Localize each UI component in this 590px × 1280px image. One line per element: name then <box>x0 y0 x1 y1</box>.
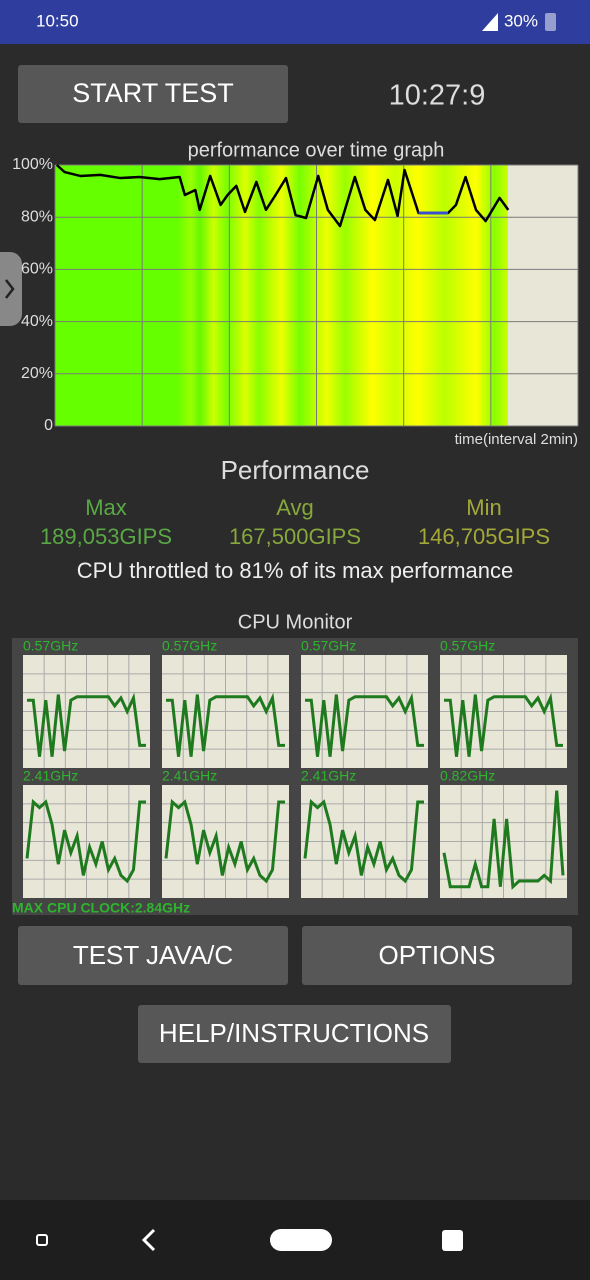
signal-icon <box>482 13 498 31</box>
cpu-monitor-title: CPU Monitor <box>238 611 353 633</box>
performance-fill <box>55 165 508 426</box>
y-tick-label: 40% <box>21 313 53 330</box>
start-button[interactable] <box>18 65 288 123</box>
options-label: OPTIONS <box>378 940 495 970</box>
y-tick-label: 60% <box>21 261 53 278</box>
side-drawer-tab[interactable] <box>0 252 22 326</box>
core-frequency-line <box>444 692 563 757</box>
stat-label: Avg <box>276 495 314 520</box>
battery-icon <box>545 13 556 31</box>
nav-menu[interactable] <box>36 1234 48 1246</box>
help-label: HELP/INSTRUCTIONS <box>159 1018 429 1048</box>
throttle-summary: CPU throttled to 81% of its max performa… <box>77 558 514 583</box>
start-button-label: START TEST <box>72 78 234 108</box>
x-axis-label: time(interval 2min) <box>455 431 578 448</box>
stat-value: 167,500GIPS <box>229 524 361 549</box>
core-frequency-line <box>166 692 285 757</box>
core-frequency-line <box>305 692 424 757</box>
status-time: 10:50 <box>36 11 79 30</box>
core-frequency: 0.57GHz <box>162 638 217 654</box>
stat-label: Min <box>466 495 501 520</box>
test-java-label: TEST JAVA/C <box>73 940 233 970</box>
y-tick-label: 20% <box>21 365 53 382</box>
nav-recents[interactable] <box>442 1230 463 1251</box>
timer: 10:27:9 <box>389 80 486 112</box>
y-tick-label: 0 <box>44 417 53 434</box>
battery-level: 30% <box>504 11 538 30</box>
chevron-icon <box>5 279 15 299</box>
core-frequency: 0.57GHz <box>440 638 495 654</box>
core-frequency: 2.41GHz <box>162 768 217 784</box>
performance-title: Performance <box>221 455 370 485</box>
nav-home[interactable] <box>270 1229 332 1251</box>
core-frequency-line <box>25 798 146 884</box>
y-tick-label: 80% <box>21 208 53 225</box>
core-frequency: 2.41GHz <box>301 768 356 784</box>
graph-title: performance over time graph <box>188 139 445 161</box>
core-frequency-line <box>164 798 285 884</box>
status-bar <box>0 0 590 44</box>
stat-label: Max <box>85 495 127 520</box>
options-button[interactable] <box>302 926 572 985</box>
core-frequency-line <box>303 798 424 884</box>
stat-value: 146,705GIPS <box>418 524 550 549</box>
nav-back[interactable] <box>141 1228 156 1252</box>
y-tick-label: 100% <box>12 156 53 173</box>
test-java-button[interactable] <box>18 926 288 985</box>
stat-value: 189,053GIPS <box>40 524 172 549</box>
core-frequency: 0.57GHz <box>301 638 356 654</box>
help-button[interactable] <box>138 1005 451 1063</box>
core-frequency: 0.57GHz <box>23 638 78 654</box>
core-frequency: 2.41GHz <box>23 768 78 784</box>
core-frequency-line <box>442 790 565 890</box>
core-frequency: 0.82GHz <box>440 768 495 784</box>
core-frequency-line <box>27 692 146 757</box>
max-cpu-clock: MAX CPU CLOCK:2.84GHz <box>12 900 190 916</box>
